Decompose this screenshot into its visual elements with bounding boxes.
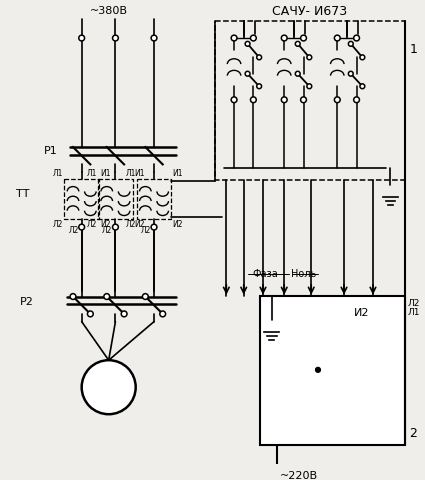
- Text: И2: И2: [354, 308, 369, 318]
- Text: Н: Н: [102, 380, 115, 395]
- Circle shape: [354, 97, 360, 103]
- Circle shape: [142, 294, 148, 300]
- Text: ТТ: ТТ: [16, 189, 30, 199]
- Circle shape: [360, 55, 365, 60]
- Circle shape: [88, 311, 93, 317]
- Circle shape: [281, 35, 287, 41]
- Circle shape: [257, 55, 261, 60]
- Circle shape: [334, 35, 340, 41]
- Circle shape: [334, 97, 340, 103]
- Text: И1: И1: [134, 169, 144, 178]
- Circle shape: [160, 311, 166, 317]
- Circle shape: [307, 55, 312, 60]
- Text: Л1: Л1: [408, 309, 420, 317]
- Text: Фаза: Фаза: [252, 269, 278, 279]
- Circle shape: [79, 35, 85, 41]
- Text: Л2: Л2: [68, 227, 79, 236]
- Text: Л2: Л2: [87, 220, 97, 229]
- Circle shape: [257, 84, 261, 89]
- Text: Л2: Л2: [102, 227, 113, 236]
- Text: Л1: Л1: [53, 169, 63, 178]
- Circle shape: [348, 41, 353, 46]
- Circle shape: [354, 35, 360, 41]
- Text: ~220В: ~220В: [280, 471, 318, 480]
- Text: Л2: Л2: [125, 220, 136, 229]
- Circle shape: [70, 294, 76, 300]
- Circle shape: [316, 367, 320, 372]
- Text: 1: 1: [410, 43, 417, 56]
- Circle shape: [348, 72, 353, 76]
- Text: 2: 2: [410, 427, 417, 440]
- Bar: [260, 296, 405, 445]
- Circle shape: [82, 360, 136, 414]
- Circle shape: [104, 294, 110, 300]
- Circle shape: [113, 224, 118, 230]
- Circle shape: [300, 35, 306, 41]
- Circle shape: [231, 35, 237, 41]
- Text: И2: И2: [173, 220, 183, 229]
- Circle shape: [281, 97, 287, 103]
- Text: САЧУ- И673: САЧУ- И673: [272, 4, 347, 18]
- Circle shape: [121, 311, 127, 317]
- Circle shape: [79, 224, 85, 230]
- Text: Л1: Л1: [125, 169, 136, 178]
- Text: И1: И1: [173, 169, 183, 178]
- Text: Р2: Р2: [20, 297, 34, 307]
- Text: Р1: Р1: [44, 146, 57, 156]
- Text: Л1: Л1: [87, 169, 97, 178]
- Circle shape: [307, 84, 312, 89]
- Circle shape: [245, 72, 250, 76]
- Text: И2: И2: [100, 220, 111, 229]
- Text: И2: И2: [134, 220, 144, 229]
- Text: Л2: Л2: [141, 227, 151, 236]
- Circle shape: [300, 97, 306, 103]
- Text: ~380В: ~380В: [90, 6, 128, 16]
- Circle shape: [250, 35, 256, 41]
- Circle shape: [245, 41, 250, 46]
- Text: Л2: Л2: [53, 220, 63, 229]
- Circle shape: [113, 35, 118, 41]
- Circle shape: [231, 97, 237, 103]
- Circle shape: [151, 35, 157, 41]
- Text: Ноль: Ноль: [291, 269, 316, 279]
- Circle shape: [295, 41, 300, 46]
- Circle shape: [360, 84, 365, 89]
- Text: Л2: Л2: [408, 299, 420, 308]
- Circle shape: [295, 72, 300, 76]
- Circle shape: [250, 97, 256, 103]
- Circle shape: [151, 224, 157, 230]
- Text: И1: И1: [100, 169, 111, 178]
